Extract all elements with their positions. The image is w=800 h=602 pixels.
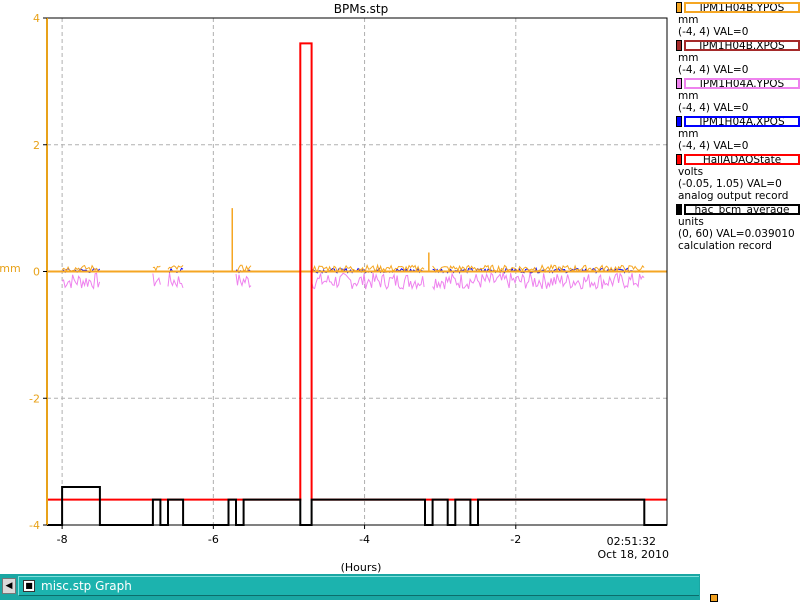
series-segment-3 bbox=[235, 264, 252, 272]
legend-detail-line: mm bbox=[678, 52, 699, 64]
legend-entry-3[interactable]: IPM1H04A.XPOS mm (-4, 4) VAL=0 bbox=[676, 115, 800, 152]
y-tick-label-3: 2 bbox=[33, 139, 40, 152]
legend-detail-line: analog output record bbox=[678, 190, 789, 202]
series-segment-2 bbox=[167, 264, 184, 270]
taskbar-scroll-left-icon[interactable]: ◀ bbox=[2, 578, 16, 594]
legend-color-swatch bbox=[676, 154, 682, 165]
legend-detail-line: (-4, 4) VAL=0 bbox=[678, 64, 749, 76]
window-icon: ■ bbox=[23, 580, 35, 592]
legend-detail-line: (-4, 4) VAL=0 bbox=[678, 102, 749, 114]
legend: IPM1H04B.YPOS mm (-4, 4) VAL=0 IPM1H04B.XPO… bbox=[676, 0, 800, 270]
series-segment-5 bbox=[432, 272, 645, 291]
taskbar-window-title: misc.stp Graph bbox=[41, 579, 132, 593]
legend-header: HallADAQState bbox=[676, 153, 800, 166]
series-hac-bcm-average bbox=[47, 486, 667, 526]
y-axis-label: mm bbox=[0, 262, 21, 275]
series-segment-0 bbox=[61, 264, 100, 273]
y-tick-label-1: -2 bbox=[29, 392, 40, 405]
legend-detail-line: units bbox=[678, 216, 704, 228]
legend-entry-2[interactable]: IPM1H04A.YPOS mm (-4, 4) VAL=0 bbox=[676, 77, 800, 114]
legend-entry-4[interactable]: HallADAQState volts (-0.05, 1.05) VAL=0 ana… bbox=[676, 153, 800, 202]
legend-header: IPM1H04A.XPOS bbox=[676, 115, 800, 128]
y-tick-label-0: -4 bbox=[29, 519, 40, 532]
legend-color-swatch bbox=[676, 2, 682, 13]
legend-detail-line: mm bbox=[678, 128, 699, 140]
series-segment-1 bbox=[152, 273, 161, 287]
legend-color-swatch bbox=[676, 116, 682, 127]
legend-header: IPM1H04A.YPOS bbox=[676, 77, 800, 90]
series-segment-3 bbox=[235, 273, 252, 288]
legend-series-name: IPM1H04B.YPOS bbox=[684, 2, 800, 13]
legend-color-swatch bbox=[676, 78, 682, 89]
legend-detail-line: mm bbox=[678, 90, 699, 102]
series-segment-4 bbox=[311, 272, 425, 291]
taskbar-tray bbox=[700, 574, 800, 602]
series-segment-0 bbox=[61, 272, 101, 290]
end-time-label: 02:51:32 bbox=[607, 535, 656, 548]
x-tick-label-3: -2 bbox=[510, 533, 521, 546]
y-tick-label-4: 4 bbox=[33, 12, 40, 25]
legend-entry-1[interactable]: IPM1H04B.XPOS mm (-4, 4) VAL=0 bbox=[676, 39, 800, 76]
legend-detail-line: (-0.05, 1.05) VAL=0 bbox=[678, 178, 782, 190]
legend-detail-line: calculation record bbox=[678, 240, 772, 252]
legend-header: IPM1H04B.YPOS bbox=[676, 1, 800, 14]
chart-svg: -4 -2 0 2 4 -8 -6 -4 -2 BPMs.stp mm (Hours) 02:5… bbox=[0, 2, 670, 574]
legend-detail-line: (0, 60) VAL=0.039010 bbox=[678, 228, 795, 240]
taskbar: ◀ ■ misc.stp Graph bbox=[0, 574, 800, 602]
legend-series-name: HallADAQState bbox=[684, 154, 800, 165]
legend-series-name: hac_bcm_average bbox=[684, 204, 800, 215]
y-tick-label-2: 0 bbox=[33, 266, 40, 279]
x-tick-label-0: -8 bbox=[57, 533, 68, 546]
taskbar-window-misc-graph[interactable]: ■ misc.stp Graph bbox=[18, 576, 699, 596]
series-ipm1h04a-ypos bbox=[61, 272, 645, 291]
end-date-label: Oct 18, 2010 bbox=[598, 548, 670, 561]
legend-detail-line: volts bbox=[678, 166, 704, 178]
x-tick-label-2: -4 bbox=[359, 533, 370, 546]
series-ipm1h04b-ypos bbox=[47, 208, 667, 274]
series-segment-4 bbox=[311, 263, 425, 273]
legend-entry-5[interactable]: hac_bcm_average units (0, 60) VAL=0.039010… bbox=[676, 203, 800, 252]
legend-series-name: IPM1H04A.XPOS bbox=[684, 116, 800, 127]
tray-color-swatch bbox=[710, 594, 718, 602]
legend-detail-line: mm bbox=[678, 14, 699, 26]
legend-detail-line: (-4, 4) VAL=0 bbox=[678, 26, 749, 38]
series-layer bbox=[47, 42, 667, 526]
x-axis-label: (Hours) bbox=[341, 561, 382, 574]
legend-header: IPM1H04B.XPOS bbox=[676, 39, 800, 52]
legend-detail-line: (-4, 4) VAL=0 bbox=[678, 140, 749, 152]
legend-header: hac_bcm_average bbox=[676, 203, 800, 216]
series-segment-2 bbox=[167, 272, 184, 289]
chart-area: -4 -2 0 2 4 -8 -6 -4 -2 BPMs.stp mm (Hours) 02:5… bbox=[0, 0, 800, 574]
series-segment-1 bbox=[152, 265, 161, 272]
legend-series-name: IPM1H04B.XPOS bbox=[684, 40, 800, 51]
chart-title: BPMs.stp bbox=[334, 2, 388, 16]
axes: -4 -2 0 2 4 -8 -6 -4 -2 bbox=[29, 12, 668, 546]
legend-color-swatch bbox=[676, 204, 682, 215]
legend-entry-0[interactable]: IPM1H04B.YPOS mm (-4, 4) VAL=0 bbox=[676, 1, 800, 38]
legend-color-swatch bbox=[676, 40, 682, 51]
legend-series-name: IPM1H04A.YPOS bbox=[684, 78, 800, 89]
x-tick-label-1: -6 bbox=[208, 533, 219, 546]
